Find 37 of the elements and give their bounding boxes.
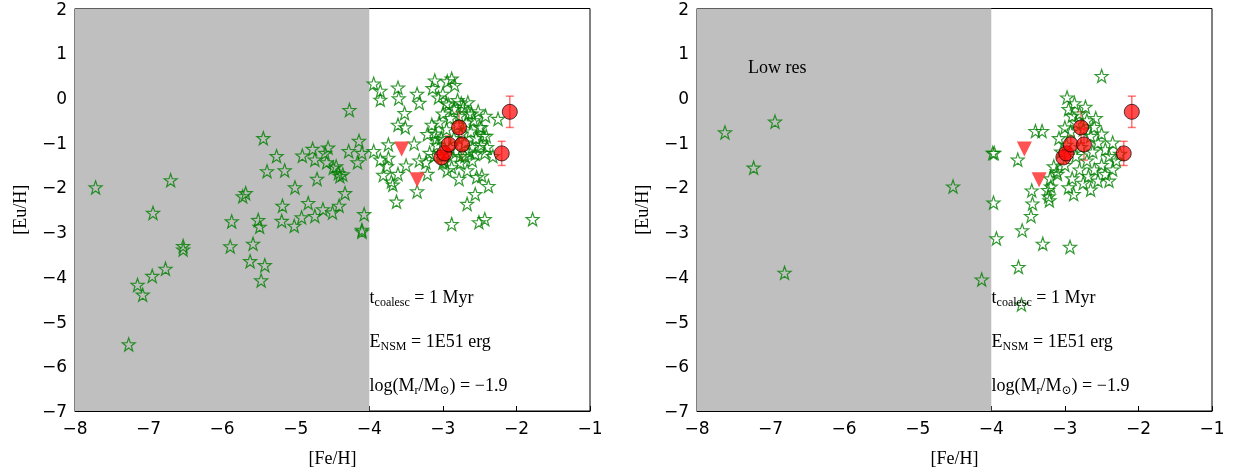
y-axis-title: [Eu/H]: [632, 184, 652, 235]
x-tick-label: −1: [1199, 417, 1225, 438]
y-tick-label: −3: [663, 222, 689, 243]
y-axis-title: [Eu/H]: [10, 184, 30, 235]
x-axis-title: [Fe/H]: [930, 448, 979, 468]
y-tick-label: −2: [663, 177, 689, 198]
x-tick-label: −4: [356, 417, 382, 438]
x-tick-label: −3: [1052, 417, 1078, 438]
x-tick-label: −6: [209, 417, 235, 438]
y-tick-label: −4: [41, 266, 67, 287]
x-tick-label: −2: [503, 417, 529, 438]
y-tick-label: 2: [56, 0, 67, 19]
x-tick-label: −2: [1125, 417, 1151, 438]
x-tick-label: −1: [577, 417, 603, 438]
y-tick-label: −6: [41, 356, 67, 377]
y-tick-label: 0: [56, 87, 67, 108]
y-tick-label: 0: [678, 87, 689, 108]
y-tick-label: −5: [663, 311, 689, 332]
annotation: Low res: [748, 57, 807, 77]
x-tick-label: −3: [430, 417, 456, 438]
y-tick-label: −5: [41, 311, 67, 332]
x-tick-label: −5: [905, 417, 931, 438]
x-tick-label: −7: [136, 417, 162, 438]
y-tick-label: −4: [663, 266, 689, 287]
y-tick-label: 1: [678, 43, 689, 64]
y-tick-label: −3: [41, 222, 67, 243]
x-tick-label: −5: [283, 417, 309, 438]
x-tick-label: −4: [978, 417, 1004, 438]
y-tick-label: −6: [663, 356, 689, 377]
y-tick-label: −2: [41, 177, 67, 198]
y-tick-label: 2: [678, 0, 689, 19]
y-tick-label: −1: [41, 132, 67, 153]
x-axis-title: [Fe/H]: [308, 448, 357, 468]
x-tick-label: −7: [758, 417, 784, 438]
y-tick-label: −1: [663, 132, 689, 153]
y-tick-label: 1: [56, 43, 67, 64]
x-tick-label: −6: [831, 417, 857, 438]
